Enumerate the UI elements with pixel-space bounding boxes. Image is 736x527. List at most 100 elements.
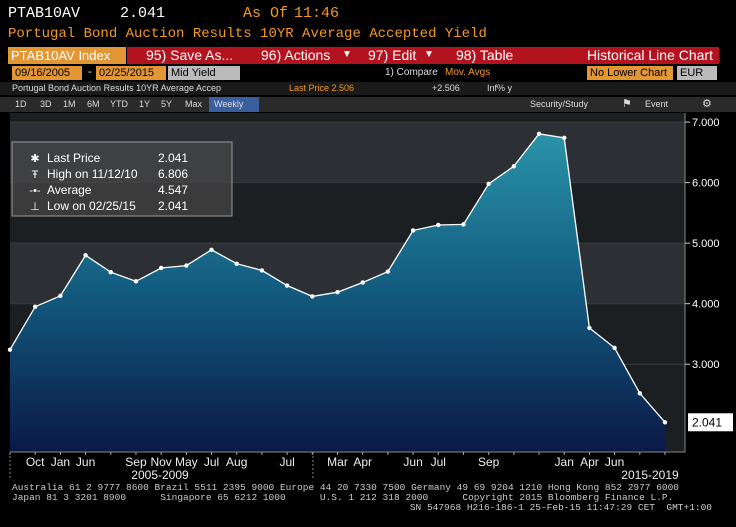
actions-button[interactable]: 96) Actions: [261, 47, 331, 63]
legend-value: 2.041: [158, 151, 188, 165]
x-tick-label: Apr: [353, 455, 372, 469]
x-tick-label: Jun: [76, 455, 95, 469]
y-tick-label: 3.000: [692, 359, 720, 371]
x-tick-label: Nov: [150, 455, 171, 469]
x-tick-label: Sep: [125, 455, 147, 469]
x-tick-label: Mar: [327, 455, 348, 469]
legend-icon: ⊥: [30, 201, 40, 213]
x-tick-label: Jul: [204, 455, 219, 469]
x-tick-label: Jun: [605, 455, 624, 469]
time: 11:46: [294, 5, 340, 22]
point: [662, 420, 668, 425]
security-study-button[interactable]: Security/Study: [530, 99, 589, 109]
legend-value: 6.806: [158, 167, 188, 181]
period-bar: [0, 97, 736, 112]
period-button[interactable]: 5Y: [161, 99, 173, 109]
legend-label: Last Price: [47, 151, 101, 165]
footer-line: SN 547968 H216-186-1 25-Feb-15 11:47:29 …: [409, 502, 712, 513]
legend-label: Low on 02/25/15: [47, 199, 136, 213]
last-value-box: [688, 413, 733, 432]
x-tick-label: Apr: [580, 455, 599, 469]
legend-value: 4.547: [158, 183, 188, 197]
footer-line: Australia 61 2 9777 8600 Brazil 5511 239…: [12, 482, 680, 493]
point: [587, 325, 592, 331]
point: [32, 304, 38, 309]
dropdown-icon: ▼: [424, 49, 434, 60]
start-date[interactable]: 09/16/2005: [12, 66, 82, 80]
point: [486, 181, 491, 187]
point: [284, 283, 290, 288]
end-date[interactable]: 02/25/2015: [96, 66, 166, 80]
mov-avgs-button[interactable]: Mov. Avgs: [445, 67, 491, 78]
security-field[interactable]: PTAB10AV Index: [8, 47, 126, 64]
field-select[interactable]: Mid Yield: [168, 66, 240, 80]
compare-button[interactable]: 1) Compare: [385, 67, 438, 78]
x-tick-label: Jun: [403, 455, 422, 469]
point: [385, 269, 391, 274]
period-button[interactable]: 1M: [63, 99, 76, 109]
y-tick-label: 5.000: [692, 238, 720, 250]
toolbar-bar: [127, 47, 719, 64]
last-value-label: 2.041: [692, 415, 722, 429]
point: [108, 270, 113, 275]
legend-icon: -•-: [29, 185, 41, 197]
x-tick-label: Jul: [279, 455, 294, 469]
legend-icon: ✱: [30, 153, 39, 165]
point: [259, 268, 265, 273]
y-tick-label: 6.000: [692, 178, 720, 190]
dropdown-icon: ▼: [342, 49, 352, 60]
view-title: Historical Line Chart: [586, 47, 713, 63]
lower-chart-select[interactable]: No Lower Chart: [587, 66, 673, 80]
x-tick-label: Oct: [26, 455, 45, 469]
period-button[interactable]: 1Y: [139, 99, 151, 109]
info-change: +2.506: [432, 83, 460, 93]
point: [536, 131, 542, 137]
year-label: 2015-2019: [621, 468, 679, 482]
point: [58, 293, 63, 299]
date-separator: -: [88, 66, 92, 78]
point: [335, 289, 340, 295]
point: [562, 135, 567, 141]
point: [360, 280, 365, 285]
point: [511, 164, 517, 169]
info-last-price: Last Price 2.506: [289, 83, 355, 93]
save-as-button[interactable]: 95) Save As...: [146, 47, 234, 63]
settings-icon[interactable]: ⚙: [702, 98, 712, 110]
table-button[interactable]: 98) Table: [456, 47, 514, 63]
point: [83, 253, 88, 258]
x-tick-label: Jan: [555, 455, 574, 469]
y-tick-label: 7.000: [692, 117, 720, 129]
legend-box: [11, 141, 233, 217]
x-tick-label: Jan: [51, 455, 70, 469]
point: [7, 347, 13, 352]
period-button[interactable]: Max: [185, 99, 203, 109]
x-tick-label: Jul: [431, 455, 446, 469]
point: [436, 222, 441, 228]
period-button[interactable]: YTD: [110, 99, 128, 109]
info-inf: Inf% y: [487, 83, 513, 93]
event-button[interactable]: Event: [645, 99, 669, 109]
ticker: PTAB10AV: [8, 5, 81, 22]
currency-select[interactable]: EUR: [677, 66, 717, 80]
point: [461, 222, 466, 227]
edit-button[interactable]: 97) Edit: [368, 47, 417, 63]
info-name: Portugal Bond Auction Results 10YR Avera…: [12, 83, 221, 93]
frequency-select[interactable]: Weekly: [209, 97, 259, 112]
point: [158, 265, 164, 271]
period-button[interactable]: 1D: [15, 99, 27, 109]
point: [133, 279, 139, 284]
legend-value: 2.041: [158, 199, 188, 213]
year-label: 2005-2009: [131, 468, 189, 482]
x-tick-label: Aug: [226, 455, 247, 469]
x-tick-label: May: [175, 455, 198, 469]
y-tick-label: 4.000: [692, 299, 720, 311]
point: [234, 261, 239, 266]
point: [410, 228, 416, 233]
period-button[interactable]: 3D: [40, 99, 52, 109]
x-tick-label: Sep: [478, 455, 500, 469]
period-button[interactable]: 6M: [87, 99, 100, 109]
footer-line: Japan 81 3 3201 8900 Singapore 65 6212 1…: [12, 492, 674, 503]
point: [184, 263, 189, 268]
